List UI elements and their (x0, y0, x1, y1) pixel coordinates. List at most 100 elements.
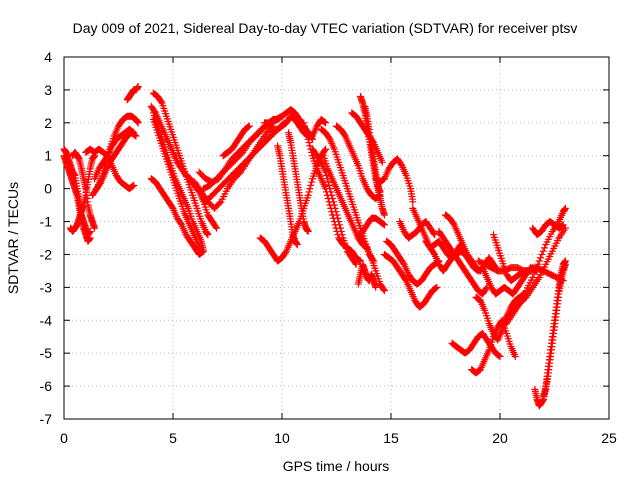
y-tick-label: -4 (40, 312, 53, 328)
data-point (351, 259, 359, 267)
series-40 (409, 204, 465, 275)
y-tick-label: -6 (40, 378, 53, 394)
data-point (204, 231, 212, 239)
data-point (130, 181, 138, 189)
data-point (531, 267, 539, 275)
series-20 (256, 145, 330, 265)
series-layer (60, 83, 569, 410)
series-19 (219, 122, 253, 160)
series-13 (147, 175, 208, 258)
y-axis-tick-labels: -7 -6 -5 -4 -3 -2 -1 0 1 2 3 4 (40, 49, 53, 427)
data-point (157, 98, 165, 106)
data-point (409, 198, 417, 206)
y-tick-label: 1 (44, 148, 52, 164)
series-37 (380, 250, 441, 311)
data-point (331, 204, 339, 212)
data-point (530, 270, 538, 278)
series-24 (285, 129, 312, 235)
data-point (322, 119, 330, 127)
x-tick-label: 0 (60, 430, 68, 446)
data-point (380, 211, 388, 219)
data-point (482, 285, 490, 293)
series-33 (354, 214, 388, 242)
series-54 (540, 260, 569, 400)
series-10 (149, 89, 212, 239)
data-point (303, 132, 311, 140)
data-point (308, 178, 316, 186)
data-point (537, 254, 545, 262)
data-point (245, 122, 253, 130)
x-tick-label: 15 (383, 430, 399, 446)
data-point (431, 231, 439, 239)
data-point (333, 211, 341, 219)
series-49 (474, 257, 567, 285)
data-point (130, 129, 138, 137)
data-point (304, 227, 312, 235)
y-tick-label: -2 (40, 246, 53, 262)
series-15 (191, 122, 277, 212)
data-point (535, 257, 543, 265)
data-point (326, 185, 334, 193)
data-point (321, 146, 329, 154)
data-point (305, 139, 313, 147)
data-point (337, 227, 345, 235)
y-tick-label: 4 (44, 49, 52, 65)
data-point (307, 181, 315, 189)
data-point (300, 119, 308, 127)
series-4 (67, 152, 99, 235)
data-point (533, 264, 541, 272)
data-point (336, 224, 344, 232)
series-36 (372, 155, 417, 206)
axis-ticks (63, 56, 610, 420)
y-tick-label: 2 (44, 115, 52, 131)
x-tick-label: 10 (274, 430, 290, 446)
series-32 (354, 260, 380, 291)
data-point (495, 352, 503, 360)
data-point (380, 285, 388, 293)
data-point (561, 260, 569, 268)
data-point (293, 241, 301, 249)
series-52 (529, 218, 567, 239)
data-point (304, 135, 312, 143)
x-axis-label: GPS time / hours (283, 458, 390, 474)
x-tick-label: 20 (492, 430, 508, 446)
data-point (200, 247, 208, 255)
data-point (244, 123, 252, 131)
series-12 (149, 116, 205, 255)
data-point (212, 223, 220, 231)
data-point (306, 185, 314, 193)
data-point (380, 220, 388, 228)
data-point (558, 221, 566, 229)
plot-frame (63, 56, 610, 420)
data-point (380, 287, 388, 295)
data-point (329, 195, 337, 203)
data-point (534, 260, 542, 268)
data-point (433, 283, 441, 291)
data-point (539, 247, 547, 255)
data-point (322, 145, 330, 153)
y-tick-label: -7 (40, 411, 53, 427)
data-point (559, 221, 567, 229)
series-43 (442, 211, 502, 275)
series-42 (435, 227, 491, 298)
data-point (199, 248, 207, 256)
y-tick-label: -5 (40, 345, 53, 361)
data-point (356, 256, 364, 264)
data-point (213, 224, 221, 232)
y-tick-label: -1 (40, 214, 53, 230)
data-point (321, 118, 329, 126)
data-point (378, 158, 386, 166)
y-tick-label: 3 (44, 82, 52, 98)
series-51 (503, 204, 569, 328)
data-point (216, 199, 224, 207)
data-point (330, 201, 338, 209)
x-axis-tick-labels: 0 5 10 15 20 25 (60, 430, 617, 446)
data-point (561, 204, 569, 212)
data-point (328, 191, 336, 199)
series-23 (274, 142, 301, 249)
x-tick-label: 5 (169, 430, 177, 446)
series-9 (123, 83, 142, 104)
data-point (301, 122, 309, 130)
y-tick-label: -3 (40, 279, 53, 295)
